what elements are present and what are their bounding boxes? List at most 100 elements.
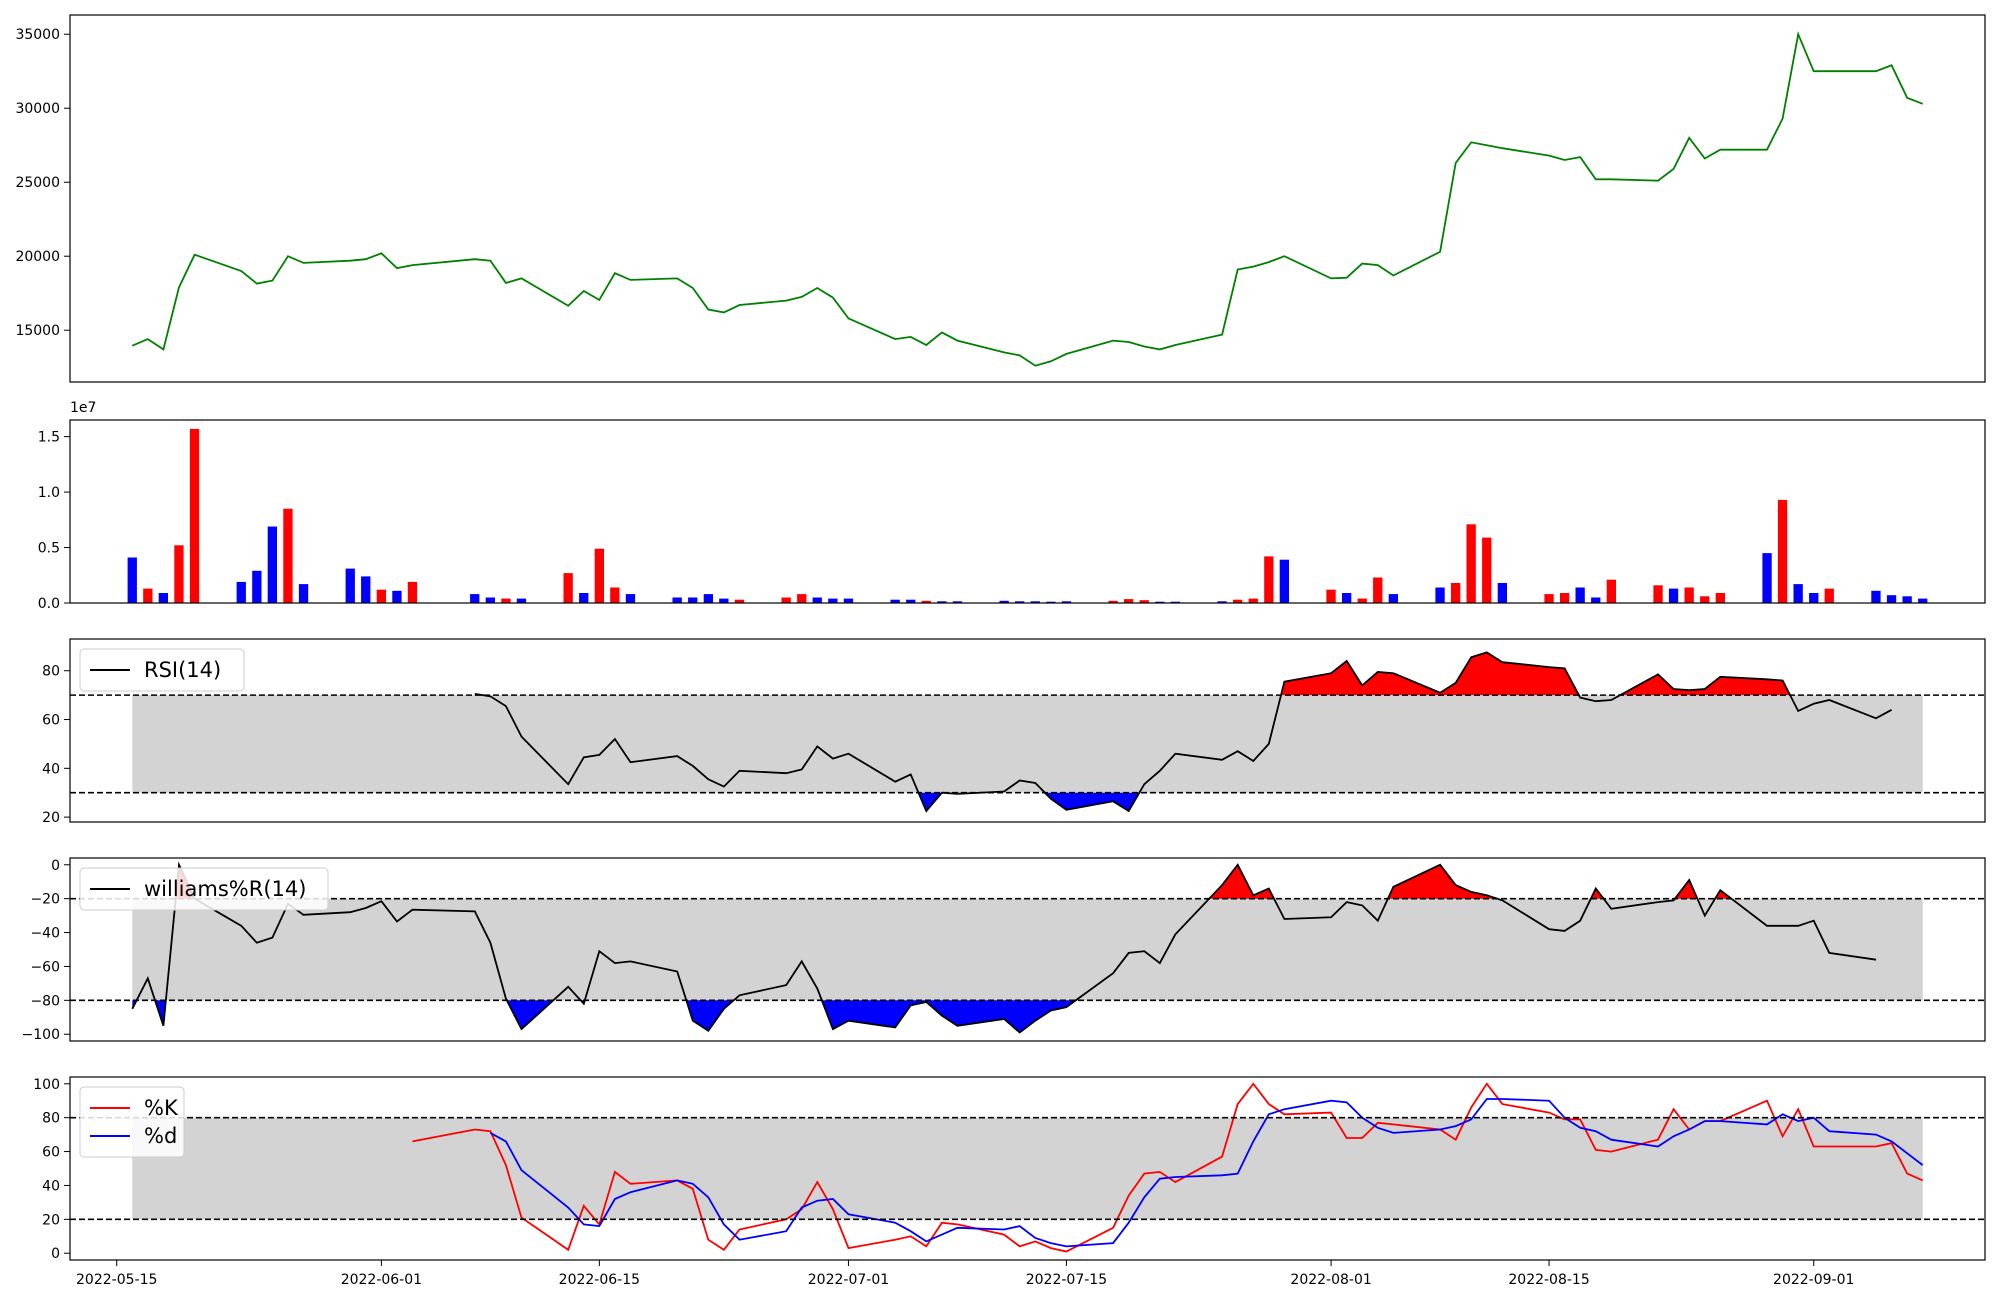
volume-bar [1030, 601, 1040, 603]
y-tick-label: −60 [30, 959, 60, 975]
volume-bar [1248, 598, 1258, 603]
x-tick-label: 2022-07-01 [808, 1272, 889, 1288]
legend-box [79, 867, 329, 911]
x-tick-label: 2022-06-15 [559, 1272, 640, 1288]
volume-bar [1435, 587, 1445, 603]
volume-bar [298, 584, 309, 603]
volume-bar [1684, 587, 1694, 603]
volume-bar [1466, 524, 1476, 603]
x-tick-label: 2022-09-01 [1773, 1272, 1854, 1288]
volume-bar [236, 581, 246, 603]
volume-bar [1653, 585, 1663, 603]
volume-bar [1264, 556, 1274, 603]
volume-bar [734, 599, 745, 603]
neutral-band [132, 1117, 1923, 1220]
legend-label: %d [144, 1124, 177, 1148]
volume-bar [407, 581, 418, 603]
volume-bar [1715, 593, 1725, 603]
volume-bar [485, 597, 495, 603]
volume-bar [1777, 499, 1788, 603]
volume-bar [1233, 599, 1243, 603]
stochastic-panel: 0 20 40 60 80 100 %K %d 2022-05-15 2022-06-01 2022… [33, 1076, 1986, 1288]
volume-bar [143, 588, 153, 603]
volume-bar [625, 594, 636, 603]
x-tick-label: 2022-05-15 [76, 1272, 157, 1288]
volume-bar [127, 557, 137, 603]
volume-bar [1560, 593, 1570, 603]
volume-bar [501, 598, 511, 603]
volume-bar [345, 568, 355, 603]
volume-bar [999, 600, 1009, 603]
y-tick-label: 40 [42, 1178, 60, 1194]
y-tick-label: 1.0 [38, 485, 60, 501]
volume-bar [267, 526, 277, 603]
legend-box [79, 648, 245, 692]
volume-bar [1591, 597, 1601, 603]
overbought-fill [1590, 888, 1604, 899]
volume-bar [1809, 593, 1819, 603]
volume-bar [376, 589, 386, 603]
y-tick-label: 1.5 [38, 430, 60, 446]
oversold-fill [686, 1000, 734, 1031]
y-tick-label: 20 [42, 810, 60, 826]
volume-bar [719, 598, 729, 603]
volume-bar [672, 597, 682, 603]
y-tick-label: 80 [42, 1111, 60, 1127]
panel-frame [69, 14, 1986, 383]
volume-bar [1762, 553, 1772, 603]
volume-bar [812, 597, 822, 603]
y-tick-label: 100 [33, 1077, 60, 1093]
volume-bar [283, 508, 293, 603]
y-tick-label: 0.0 [38, 596, 60, 612]
panel-frame [69, 857, 1986, 1042]
volume-bar [563, 573, 573, 603]
panel-frame [69, 1076, 1986, 1261]
overbought-fill [1620, 674, 1791, 696]
volume-bar [1482, 537, 1492, 603]
volume-bar [158, 593, 168, 603]
volume-bar [781, 597, 791, 603]
y-tick-label: −40 [30, 926, 60, 942]
y-tick-label: −80 [30, 993, 60, 1009]
oversold-fill [1044, 792, 1140, 811]
volume-bar [1824, 588, 1834, 603]
volume-bar [797, 594, 807, 603]
legend-box [79, 1086, 185, 1158]
volume-bar [1793, 584, 1803, 603]
volume-bar [361, 576, 371, 603]
volume-panel: 0.0 0.5 1.0 1.5 1e7 [38, 400, 1986, 612]
volume-bar [1373, 577, 1383, 603]
volume-bar [252, 570, 262, 603]
price-line [131, 31, 1924, 367]
volume-bar [1871, 590, 1881, 603]
y-tick-label: 0.5 [38, 541, 60, 557]
volume-bar [688, 597, 698, 603]
volume-bar [610, 587, 620, 603]
y-tick-label: −20 [30, 892, 60, 908]
volume-offset-label: 1e7 [70, 400, 96, 416]
x-tick-label: 2022-07-15 [1026, 1272, 1107, 1288]
volume-bar [1217, 601, 1227, 603]
price-panel: 15000 20000 25000 30000 35000 [15, 14, 1986, 383]
volume-bar [1668, 588, 1679, 603]
volume-bar [1170, 601, 1180, 603]
volume-bar [1388, 594, 1398, 603]
y-tick-label: −100 [22, 1027, 60, 1043]
williams-r-line [131, 861, 1877, 1034]
y-tick-label: 30000 [15, 101, 60, 117]
legend-label: %K [144, 1096, 179, 1120]
stoch-k-line [412, 1082, 1924, 1253]
y-tick-label: 80 [42, 664, 60, 680]
volume-bar [594, 548, 604, 603]
volume-bar [1015, 601, 1025, 603]
volume-bar [1326, 589, 1336, 603]
volume-bar [1544, 594, 1554, 603]
rsi-panel: 20 40 60 80 RSI(14) [42, 638, 1986, 826]
volume-bar [1918, 598, 1928, 603]
oversold-fill [918, 792, 942, 811]
volume-bar [1342, 593, 1352, 603]
volume-bar [937, 601, 947, 603]
volume-bar [1155, 601, 1165, 603]
y-tick-label: 20 [42, 1212, 60, 1228]
y-tick-label: 35000 [15, 27, 60, 43]
